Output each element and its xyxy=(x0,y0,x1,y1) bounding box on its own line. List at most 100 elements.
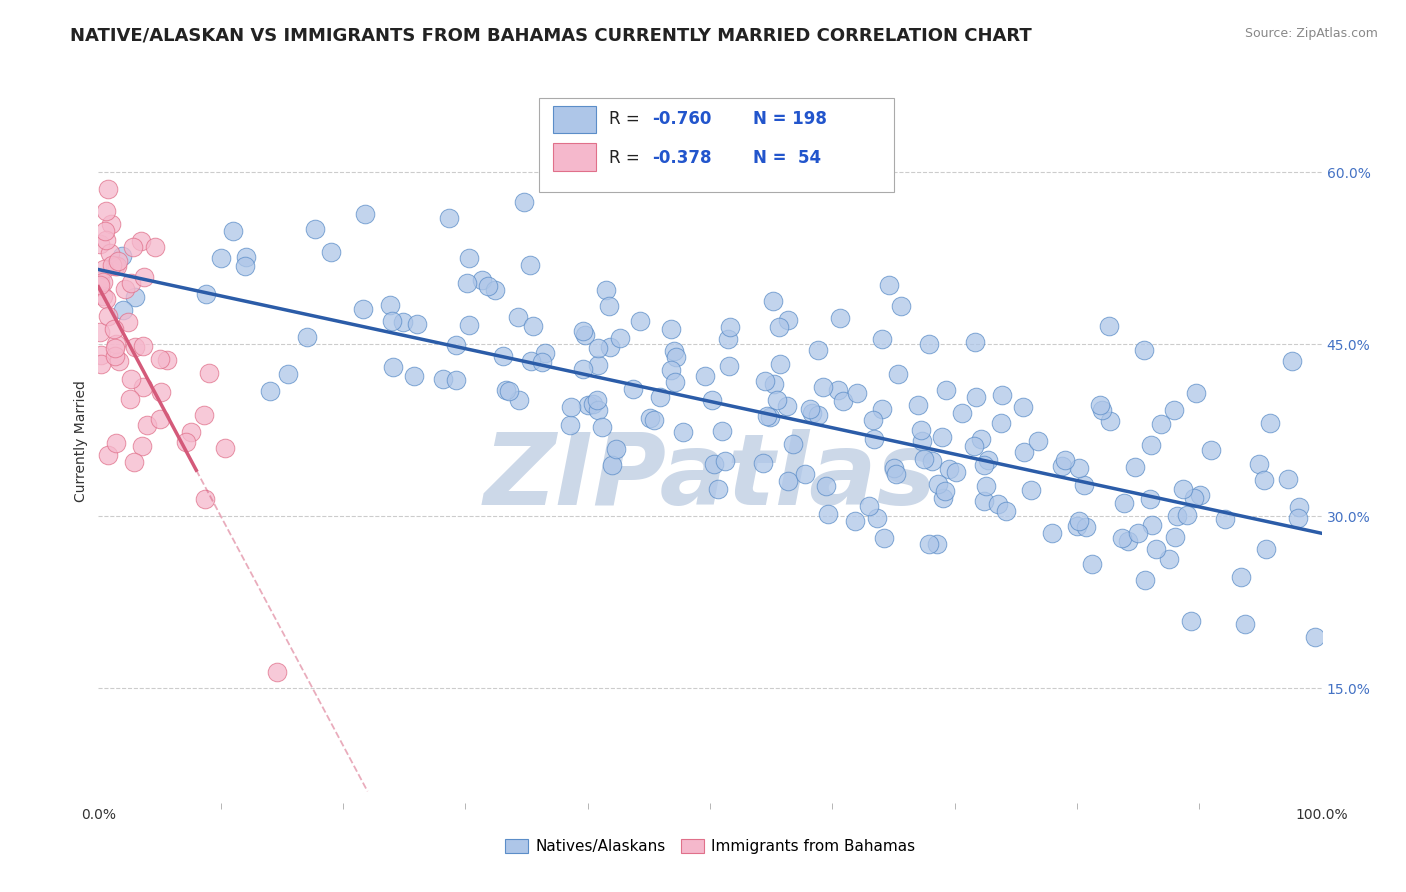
Point xyxy=(582,397,605,411)
Point xyxy=(817,507,839,521)
Point xyxy=(845,386,868,401)
Point xyxy=(533,346,555,360)
Point xyxy=(114,282,136,296)
Point xyxy=(862,432,884,446)
Point xyxy=(945,465,967,479)
Point xyxy=(90,357,112,371)
Point xyxy=(782,437,804,451)
Point xyxy=(432,372,454,386)
Point xyxy=(209,251,232,265)
Point xyxy=(180,425,202,439)
Point xyxy=(662,343,685,358)
Point xyxy=(718,319,741,334)
Point xyxy=(1177,508,1199,522)
Point xyxy=(911,434,934,448)
Point xyxy=(406,317,429,331)
Point xyxy=(931,430,953,444)
Point xyxy=(104,436,127,450)
Point xyxy=(1111,531,1133,545)
Point xyxy=(932,491,955,505)
Point xyxy=(194,286,217,301)
Point xyxy=(918,537,941,551)
Point xyxy=(129,234,152,248)
Point xyxy=(672,425,695,439)
Point xyxy=(1288,500,1310,514)
Point xyxy=(120,372,142,386)
Point xyxy=(752,456,775,470)
Point xyxy=(1171,482,1194,496)
Point xyxy=(621,382,644,396)
Point xyxy=(628,314,651,328)
Point xyxy=(965,391,987,405)
Point xyxy=(762,376,785,391)
Point xyxy=(471,273,494,287)
Point xyxy=(571,361,593,376)
Point xyxy=(828,310,851,325)
Point xyxy=(105,337,128,351)
Point xyxy=(827,383,849,397)
Point xyxy=(925,537,948,551)
Point xyxy=(1213,511,1236,525)
Point xyxy=(1066,519,1088,533)
Point xyxy=(108,353,131,368)
Point xyxy=(640,410,662,425)
Point xyxy=(1166,508,1188,523)
Point xyxy=(90,348,112,362)
Point xyxy=(1180,615,1202,629)
Point xyxy=(508,392,530,407)
Point xyxy=(134,269,156,284)
Point xyxy=(457,318,479,333)
Point xyxy=(963,334,986,349)
Point xyxy=(321,245,343,260)
Point xyxy=(987,497,1010,511)
Y-axis label: Currently Married: Currently Married xyxy=(75,381,89,502)
Point xyxy=(382,360,405,375)
Point xyxy=(131,439,153,453)
Point xyxy=(756,409,779,423)
Point xyxy=(935,384,957,398)
Point xyxy=(598,299,620,313)
Point xyxy=(1114,495,1136,509)
Point xyxy=(149,412,172,426)
Point xyxy=(91,289,114,303)
Text: -0.378: -0.378 xyxy=(652,149,711,167)
Point xyxy=(277,367,299,381)
Point xyxy=(124,340,146,354)
Point xyxy=(89,237,111,252)
Point xyxy=(973,493,995,508)
Point xyxy=(1249,457,1271,471)
Point xyxy=(1116,533,1139,548)
Point xyxy=(586,358,609,372)
Legend: Natives/Alaskans, Immigrants from Bahamas: Natives/Alaskans, Immigrants from Bahama… xyxy=(499,833,921,860)
Point xyxy=(120,276,142,290)
Point xyxy=(921,454,943,468)
Point xyxy=(477,279,499,293)
Point xyxy=(870,332,893,346)
Point xyxy=(392,315,415,329)
Point xyxy=(927,477,949,491)
Point xyxy=(1159,551,1181,566)
Point xyxy=(1088,398,1111,412)
Point xyxy=(520,354,543,368)
Point xyxy=(794,467,817,482)
Point xyxy=(100,217,122,231)
Point xyxy=(778,313,800,327)
Point xyxy=(94,292,117,306)
Point xyxy=(1139,492,1161,507)
Point xyxy=(104,349,127,363)
Point xyxy=(1233,617,1256,632)
Point xyxy=(776,474,799,488)
Point xyxy=(1040,526,1063,541)
Point xyxy=(381,313,404,327)
Point xyxy=(107,254,129,268)
Point xyxy=(918,336,941,351)
Point xyxy=(437,211,460,226)
Point xyxy=(176,435,198,450)
Point xyxy=(117,315,139,329)
Point xyxy=(132,339,155,353)
Point xyxy=(717,332,740,346)
Point xyxy=(97,182,120,196)
Point xyxy=(1163,403,1185,417)
Point xyxy=(974,478,997,492)
Point xyxy=(1081,558,1104,572)
